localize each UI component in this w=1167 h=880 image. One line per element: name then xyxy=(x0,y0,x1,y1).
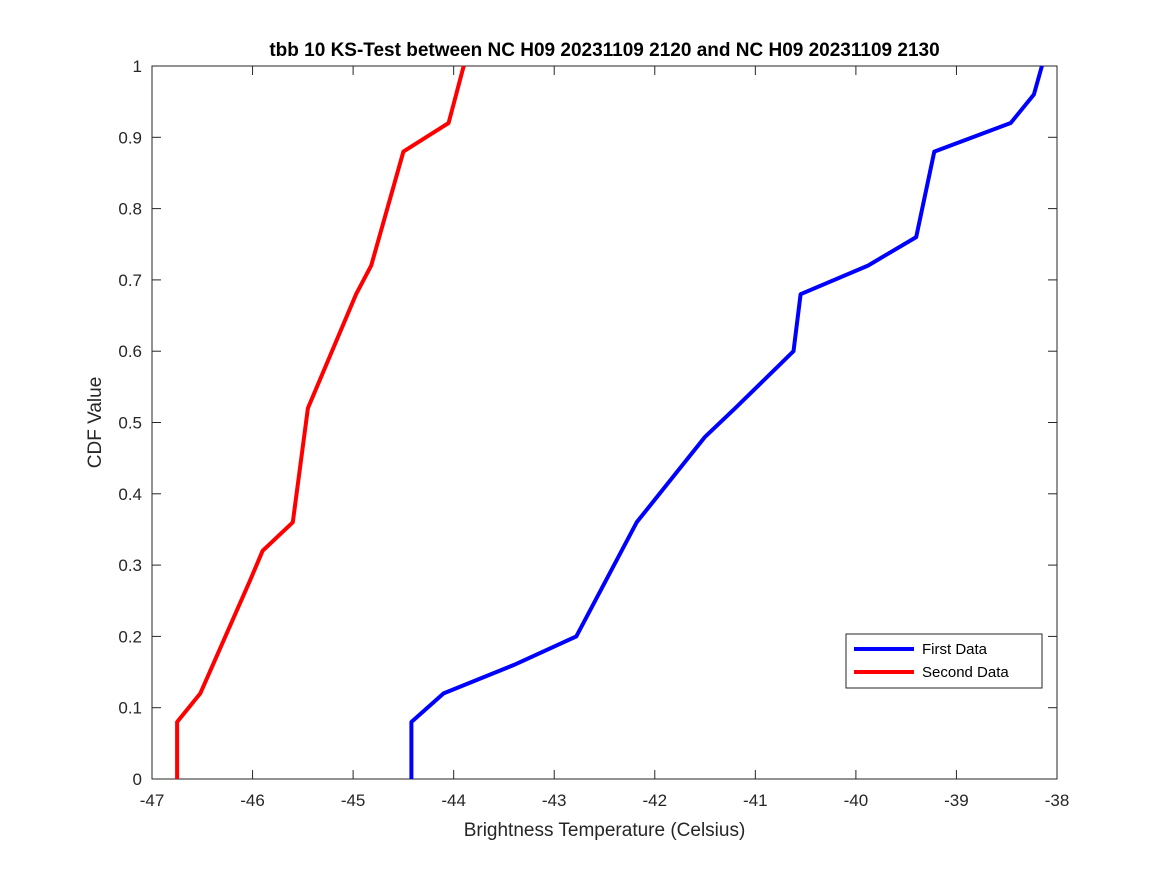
x-tick-label: -42 xyxy=(642,791,667,810)
plot-area: -47 -46 -45 -44 -43 -42 -41 -40 -39 -38 0 0.1 0.2 0.3… xyxy=(118,57,1069,810)
x-axis-title: Brightness Temperature (Celsius) xyxy=(464,820,746,841)
y-tick-label: 0.8 xyxy=(118,200,142,219)
y-tick-label: 0.5 xyxy=(118,414,142,433)
x-tick-label: -46 xyxy=(240,791,265,810)
y-tick-label: 0.1 xyxy=(118,699,142,718)
y-tick-label: 0.7 xyxy=(118,271,142,290)
y-tick-label: 0 xyxy=(133,770,142,789)
x-tick-label: -43 xyxy=(542,791,567,810)
y-tick-label: 0.4 xyxy=(118,485,142,504)
legend-label-2: Second Data xyxy=(922,664,1009,681)
x-tick-label: -45 xyxy=(341,791,366,810)
chart-title: tbb 10 KS-Test between NC H09 20231109 2… xyxy=(269,40,939,61)
x-tick-label: -41 xyxy=(743,791,768,810)
x-tick-label: -47 xyxy=(140,791,165,810)
legend-box xyxy=(845,633,1043,689)
series-line-1 xyxy=(409,65,1044,779)
y-tick-label: 0.3 xyxy=(118,556,142,575)
legend: First Data Second Data xyxy=(845,633,1043,689)
legend-label-1: First Data xyxy=(922,641,988,658)
series-line-2 xyxy=(175,65,466,779)
x-tick-label: -40 xyxy=(844,791,869,810)
x-tick-label: -44 xyxy=(441,791,466,810)
y-tick-label: 0.9 xyxy=(118,128,142,147)
y-tick-label: 0.6 xyxy=(118,342,142,361)
y-tick-label: 0.2 xyxy=(118,627,142,646)
x-tick-label: -39 xyxy=(944,791,969,810)
y-axis-title: CDF Value xyxy=(85,377,106,469)
y-tick-label: 1 xyxy=(133,57,142,76)
x-tick-label: -38 xyxy=(1045,791,1070,810)
